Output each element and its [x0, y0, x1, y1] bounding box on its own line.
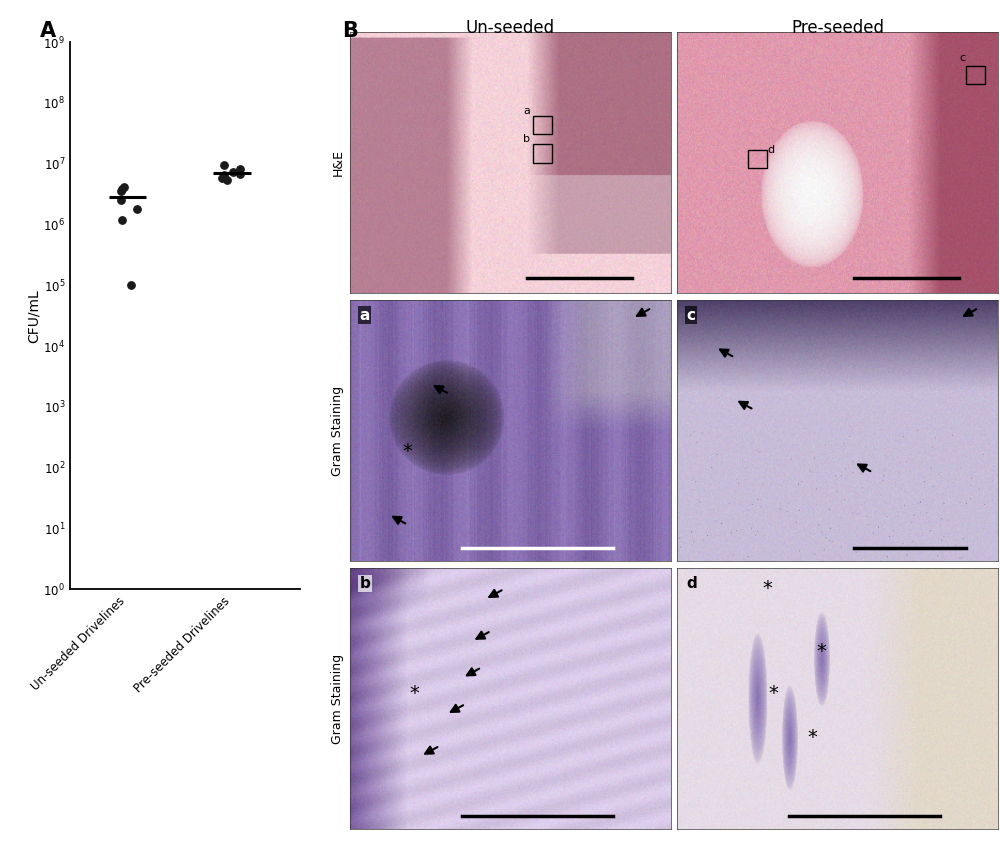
Text: B: B — [342, 21, 358, 41]
Point — [123, 279, 139, 292]
Point — [129, 202, 145, 216]
Text: *: * — [403, 442, 413, 461]
Point — [113, 194, 129, 207]
Point — [219, 173, 235, 186]
Text: a: a — [523, 105, 530, 115]
Point — [232, 168, 248, 181]
Text: b: b — [360, 576, 371, 591]
Point — [225, 166, 241, 179]
Text: *: * — [409, 684, 419, 703]
Text: Gram Staining: Gram Staining — [331, 386, 344, 476]
Text: a: a — [360, 308, 370, 322]
Text: c: c — [687, 308, 696, 322]
Text: b: b — [523, 135, 530, 144]
Point — [113, 184, 129, 198]
Text: A: A — [40, 21, 56, 41]
Text: d: d — [767, 145, 774, 155]
Point — [114, 213, 130, 226]
Text: *: * — [817, 642, 826, 661]
Point — [232, 163, 248, 176]
Text: Un-seeded: Un-seeded — [466, 19, 555, 36]
Text: H&E: H&E — [331, 149, 344, 176]
Point — [116, 180, 132, 194]
Text: *: * — [762, 579, 772, 599]
Text: *: * — [807, 728, 817, 748]
Text: c: c — [959, 53, 966, 63]
Text: Gram Staining: Gram Staining — [331, 653, 344, 743]
Text: *: * — [768, 684, 778, 703]
Point — [216, 158, 232, 172]
Y-axis label: CFU/mL: CFU/mL — [27, 289, 41, 343]
Point — [216, 168, 232, 182]
Text: Pre-seeded: Pre-seeded — [791, 19, 884, 36]
Text: d: d — [687, 576, 697, 591]
Point — [214, 172, 230, 185]
Point — [114, 182, 130, 195]
